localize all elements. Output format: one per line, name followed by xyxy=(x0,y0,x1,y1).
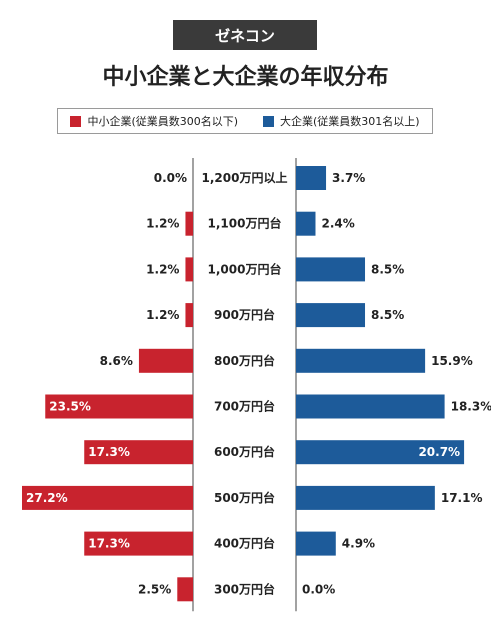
data-label-large-company: 20.7% xyxy=(418,445,460,459)
data-label-large-company: 3.7% xyxy=(332,171,365,185)
data-label-small-company: 1.2% xyxy=(146,217,179,231)
bar-large-company xyxy=(296,440,465,465)
legend-label-small: 中小企業(従業員数300名以下) xyxy=(87,115,239,128)
category-label: 400万円台 xyxy=(214,536,275,551)
data-label-small-company: 27.2% xyxy=(26,491,68,505)
legend: 中小企業(従業員数300名以下) 大企業(従業員数301名以上) xyxy=(57,108,433,134)
bar-large-company xyxy=(296,166,327,190)
data-label-large-company: 0.0% xyxy=(302,582,335,596)
legend-swatch-small xyxy=(70,115,82,127)
bar-large-company xyxy=(296,394,445,419)
category-label: 900万円台 xyxy=(214,307,275,322)
category-label: 1,200万円以上 xyxy=(202,170,288,185)
data-label-small-company: 17.3% xyxy=(88,445,130,459)
legend-label-large: 大企業(従業員数301名以上) xyxy=(279,115,420,128)
legend-item-small-companies: 中小企業(従業員数300名以下) xyxy=(70,113,238,129)
data-label-small-company: 1.2% xyxy=(146,262,179,276)
data-label-small-company: 2.5% xyxy=(138,582,171,596)
category-label: 800万円台 xyxy=(214,353,275,368)
data-label-large-company: 8.5% xyxy=(371,308,404,322)
data-label-large-company: 18.3% xyxy=(451,400,491,414)
bar-small-company xyxy=(45,394,193,419)
data-label-large-company: 4.9% xyxy=(342,537,375,551)
bar-small-company xyxy=(84,531,193,556)
category-label: 1,100万円台 xyxy=(208,216,282,231)
data-label-large-company: 15.9% xyxy=(431,354,473,368)
data-label-small-company: 17.3% xyxy=(88,537,130,551)
category-badge: ゼネコン xyxy=(173,20,317,50)
bar-small-company xyxy=(22,485,193,510)
bar-small-company xyxy=(138,348,193,373)
data-label-small-company: 23.5% xyxy=(49,400,91,414)
category-label: 600万円台 xyxy=(214,444,275,459)
data-label-large-company: 2.4% xyxy=(321,217,354,231)
bar-large-company xyxy=(296,303,366,328)
bar-small-company xyxy=(185,211,193,236)
category-label: 500万円台 xyxy=(214,490,275,505)
data-label-large-company: 17.1% xyxy=(441,491,483,505)
legend-item-large-companies: 大企業(従業員数301名以上) xyxy=(262,113,420,129)
bar-large-company xyxy=(296,257,366,282)
bar-large-company xyxy=(296,211,316,236)
bar-large-company xyxy=(296,348,426,373)
data-label-large-company: 8.5% xyxy=(371,262,404,276)
legend-swatch-large xyxy=(262,115,274,127)
category-label: 1,000万円台 xyxy=(208,261,282,276)
bar-large-company xyxy=(296,531,336,556)
bar-large-company xyxy=(296,485,435,510)
data-label-small-company: 0.0% xyxy=(154,171,187,185)
chart-title: 中小企業と大企業の年収分布 xyxy=(102,65,389,90)
category-label: 300万円台 xyxy=(214,581,275,596)
bar-small-company xyxy=(84,440,193,465)
category-label: 700万円台 xyxy=(214,399,275,414)
bar-small-company xyxy=(177,577,193,602)
bar-small-company xyxy=(185,257,193,282)
bar-small-company xyxy=(185,303,193,328)
data-label-small-company: 8.6% xyxy=(100,354,133,368)
data-label-small-company: 1.2% xyxy=(146,308,179,322)
